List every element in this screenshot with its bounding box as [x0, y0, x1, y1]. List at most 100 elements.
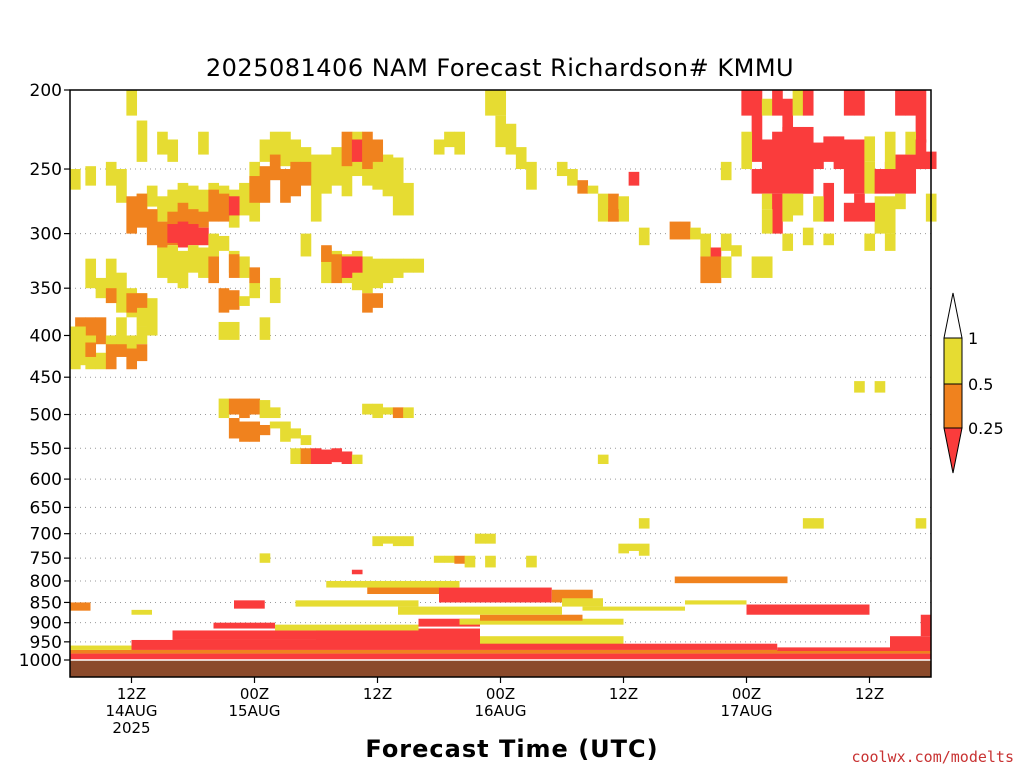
ri-cell	[177, 202, 189, 234]
credit-text: coolwx.com/modelts	[851, 748, 1014, 766]
ri-cell	[802, 518, 814, 529]
ri-cell	[782, 233, 794, 251]
ri-cell	[146, 209, 158, 246]
ri-cell	[167, 139, 179, 162]
ri-cell	[280, 421, 291, 442]
ri-cell	[382, 407, 394, 415]
ri-cell	[638, 543, 650, 556]
ri-cell	[567, 169, 578, 186]
ri-cell	[884, 161, 896, 194]
ri-band	[172, 630, 316, 640]
ri-cell	[761, 139, 773, 194]
ri-cell	[895, 90, 906, 116]
ri-cell	[321, 245, 332, 262]
ri-cell	[444, 131, 455, 148]
ri-cell	[239, 421, 250, 442]
ri-cell	[833, 136, 845, 170]
ri-cell	[351, 569, 363, 575]
ri-cell	[198, 247, 209, 278]
ri-cell	[792, 90, 804, 116]
ri-cell	[300, 233, 312, 257]
ri-cell	[105, 258, 117, 304]
ri-cell	[700, 233, 712, 257]
ri-cell	[351, 256, 363, 273]
ri-band	[70, 653, 931, 660]
ri-cell	[372, 536, 384, 547]
ri-cell	[618, 196, 630, 222]
ri-cell	[782, 98, 794, 148]
ri-cell	[905, 131, 917, 155]
ri-cell	[792, 126, 804, 194]
ri-cell	[105, 161, 117, 186]
ri-cell	[157, 247, 168, 278]
ri-cell	[864, 161, 876, 194]
y-tick-label: 200	[30, 81, 62, 101]
ri-cell	[239, 182, 250, 216]
ri-band	[398, 606, 562, 615]
ri-cell	[280, 169, 291, 203]
ri-cell	[802, 126, 814, 194]
x-tick-label: 12Z	[855, 685, 884, 703]
y-tick-label: 400	[30, 326, 62, 346]
ri-cell	[495, 115, 507, 148]
ri-band	[316, 628, 480, 646]
ri-cell	[823, 233, 835, 246]
ri-cell	[187, 185, 199, 216]
ri-cell	[372, 293, 384, 308]
ri-cell	[761, 193, 773, 210]
y-tick-label: 550	[30, 439, 62, 459]
ri-cell	[341, 136, 353, 197]
ri-cell	[638, 518, 650, 529]
ri-cell	[761, 256, 773, 278]
x-tick-label: 15AUG	[229, 702, 281, 720]
ri-cell	[310, 154, 322, 222]
colorbar-swatch-orange	[943, 383, 963, 429]
ri-cell	[136, 193, 148, 228]
ri-cell	[300, 448, 312, 465]
ri-cell	[905, 154, 917, 194]
y-tick-label: 350	[30, 279, 62, 299]
y-tick-label: 700	[30, 525, 62, 545]
ri-cell	[485, 555, 496, 568]
ri-cell	[126, 196, 138, 234]
ri-cell	[874, 169, 886, 194]
ri-cell	[290, 428, 302, 439]
ri-cell	[741, 131, 753, 170]
ri-cell	[874, 381, 886, 393]
ri-band	[213, 622, 275, 629]
ri-cell	[761, 209, 773, 234]
ri-cell	[556, 161, 568, 177]
ri-cell	[228, 321, 240, 340]
ri-cell	[351, 139, 363, 162]
ri-cell	[249, 421, 261, 442]
y-tick-label: 900	[30, 614, 62, 634]
ri-cell	[813, 196, 824, 222]
ri-cell	[259, 553, 271, 563]
ri-cell	[95, 352, 107, 370]
colorbar-label: 0.5	[968, 375, 993, 394]
ri-cell	[515, 147, 527, 170]
ri-cell	[228, 254, 240, 278]
ri-cell	[474, 533, 486, 544]
ri-cell	[85, 258, 97, 289]
ri-cell	[403, 258, 414, 273]
ri-cell	[392, 536, 404, 547]
ri-cell	[269, 407, 281, 419]
y-tick-label: 650	[30, 498, 62, 518]
x-tick-label: 16AUG	[475, 702, 527, 720]
ri-cell	[187, 224, 199, 246]
colorbar-bottom-arrow	[943, 427, 963, 474]
ri-cell	[85, 342, 97, 357]
ri-cell	[95, 277, 107, 299]
ri-band	[234, 600, 265, 609]
ri-cell	[290, 448, 302, 465]
y-tick-label: 800	[30, 572, 62, 592]
ri-cell	[392, 258, 404, 278]
ri-cell	[720, 256, 732, 278]
ri-cell	[116, 344, 127, 357]
ri-cell	[843, 139, 855, 194]
ri-cell	[751, 169, 763, 194]
ri-cell	[157, 196, 168, 222]
ri-cell	[146, 298, 158, 336]
ri-cell	[249, 277, 261, 299]
